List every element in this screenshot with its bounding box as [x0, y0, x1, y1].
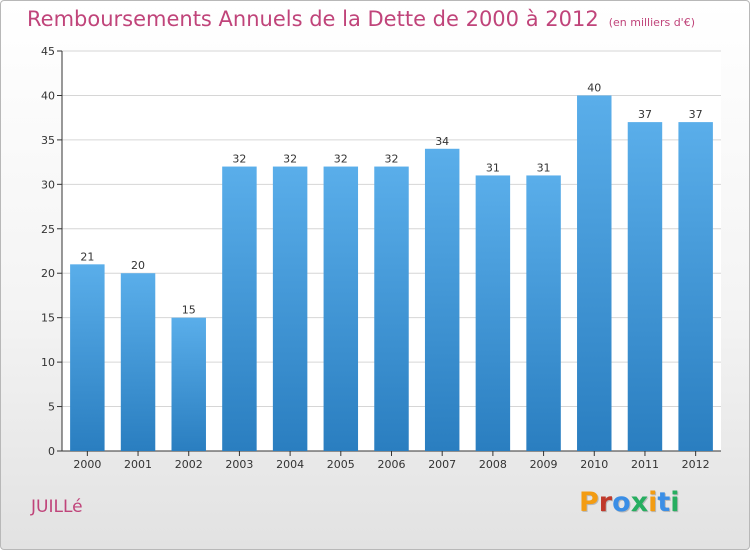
- bar: [678, 122, 713, 451]
- x-tick-label: 2012: [682, 458, 710, 471]
- x-tick-label: 2005: [327, 458, 355, 471]
- y-tick-label: 5: [48, 401, 55, 414]
- data-label: 32: [283, 153, 297, 166]
- data-label: 31: [537, 161, 551, 174]
- y-tick-label: 35: [41, 134, 55, 147]
- x-tick-label: 2006: [378, 458, 406, 471]
- y-tick-label: 10: [41, 356, 55, 369]
- data-label: 20: [131, 259, 145, 272]
- chart-title: Remboursements Annuels de la Dette de 20…: [27, 7, 599, 31]
- data-label: 37: [638, 108, 652, 121]
- y-tick-label: 40: [41, 89, 55, 102]
- x-tick-label: 2001: [124, 458, 152, 471]
- proxiti-logo[interactable]: Proxiti: [579, 487, 680, 518]
- x-tick-label: 2011: [631, 458, 659, 471]
- bar: [526, 175, 561, 451]
- data-label: 40: [587, 81, 601, 94]
- x-tick-label: 2010: [580, 458, 608, 471]
- bar: [222, 166, 257, 452]
- y-tick-label: 20: [41, 267, 55, 280]
- data-label: 34: [435, 135, 449, 148]
- x-tick-label: 2003: [225, 458, 253, 471]
- data-label: 32: [385, 153, 399, 166]
- data-label: 15: [182, 304, 196, 317]
- bar: [424, 148, 460, 451]
- chart-header: Remboursements Annuels de la Dette de 20…: [27, 7, 695, 31]
- y-tick-label: 0: [48, 445, 55, 458]
- data-label: 32: [334, 153, 348, 166]
- data-label: 32: [232, 153, 246, 166]
- x-tick-label: 2007: [428, 458, 456, 471]
- x-tick-label: 2000: [73, 458, 101, 471]
- bar: [120, 273, 156, 451]
- bar: [627, 122, 663, 451]
- chart-unit: (en milliers d'€): [608, 16, 695, 29]
- y-tick-label: 30: [41, 178, 55, 191]
- data-label: 21: [80, 250, 94, 263]
- bar: [374, 166, 409, 452]
- x-tick-label: 2008: [479, 458, 507, 471]
- place-name: JUILLé: [31, 497, 83, 517]
- data-label: 37: [689, 108, 703, 121]
- bar: [577, 95, 612, 451]
- data-label: 31: [486, 161, 500, 174]
- y-tick-label: 15: [41, 312, 55, 325]
- y-tick-label: 45: [41, 45, 55, 58]
- bar: [323, 166, 359, 452]
- bar: [475, 175, 511, 451]
- x-tick-label: 2009: [530, 458, 558, 471]
- bar: [70, 264, 105, 451]
- x-tick-label: 2004: [276, 458, 304, 471]
- bar: [171, 317, 206, 451]
- x-tick-label: 2002: [175, 458, 203, 471]
- bar: [272, 166, 308, 452]
- y-tick-label: 25: [41, 223, 55, 236]
